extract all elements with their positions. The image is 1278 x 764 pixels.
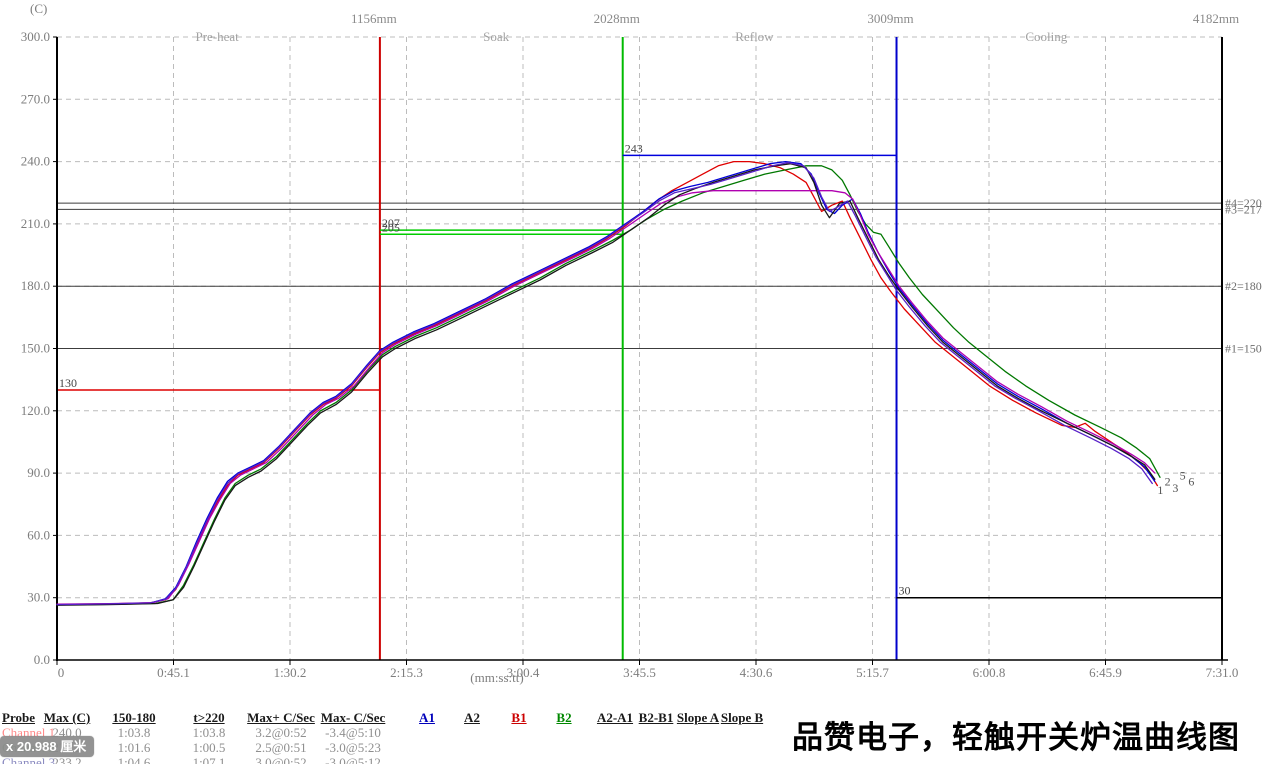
stats-header-150-180[interactable]: 150-180	[112, 710, 156, 725]
curve-end-label: 6	[1188, 475, 1194, 489]
curve-end-label: 1	[1157, 483, 1163, 497]
reference-line-label: 243	[625, 141, 643, 155]
stats-header-max-c-sec[interactable]: Max+ C/Sec	[247, 710, 315, 725]
stats-cell: -3.0@5:23	[325, 740, 381, 755]
x-tick-label: 0	[58, 665, 65, 680]
y-tick-label: 210.0	[21, 216, 50, 231]
stats-header-b2[interactable]: B2	[556, 710, 572, 725]
marker-line-label: #3=217	[1225, 202, 1262, 216]
stats-cell: 1:03.8	[192, 725, 226, 740]
stats-cell: 1:01.6	[117, 740, 151, 755]
report-title: 品赞电子，轻触开关炉温曲线图	[792, 720, 1240, 755]
y-tick-label: 0.0	[34, 652, 50, 667]
x-tick-label: 1:30.2	[274, 665, 307, 680]
curve-end-label: 2	[1165, 475, 1171, 489]
stats-header-b1[interactable]: B1	[511, 710, 527, 725]
zone-boundary-label: 3009mm	[867, 11, 913, 26]
x-tick-label: 3:00.4	[507, 665, 540, 680]
y-tick-label: 300.0	[21, 29, 50, 44]
reference-line-label: 30	[899, 584, 911, 598]
marker-line-label: #2=180	[1225, 279, 1262, 293]
stats-header-max-c-sec[interactable]: Max- C/Sec	[320, 710, 386, 725]
x-axis-unit: (mm:ss:tt)	[470, 670, 523, 685]
curve-end-label: 3	[1172, 481, 1178, 495]
stats-row-probe: Channel 3	[2, 755, 56, 764]
stats-cell: -3.0@5:12	[325, 755, 381, 764]
stats-header-slope-b[interactable]: Slope B	[720, 710, 764, 725]
stats-header-a1[interactable]: A1	[419, 710, 435, 725]
x-tick-label: 5:15.7	[856, 665, 889, 680]
stats-cell: 3.2@0:52	[255, 725, 307, 740]
cursor-tooltip: x 20.988 厘米	[0, 736, 95, 757]
zone-label: Reflow	[735, 29, 774, 44]
marker-line-label: #1=150	[1225, 342, 1262, 356]
stats-header-a2-a1[interactable]: A2-A1	[596, 710, 634, 725]
curve-channel-4	[56, 190, 1156, 605]
x-tick-label: 6:45.9	[1089, 665, 1122, 680]
curve-channel-2	[56, 165, 1161, 606]
y-tick-label: 150.0	[21, 341, 50, 356]
stats-header-max-c-[interactable]: Max (C)	[43, 710, 91, 725]
stats-cell: 1:07.1	[192, 755, 226, 764]
y-tick-label: 60.0	[27, 527, 50, 542]
stats-cell: 1:04.6	[117, 755, 151, 764]
y-tick-label: 180.0	[21, 278, 50, 293]
stats-header-slope-a[interactable]: Slope A	[676, 710, 720, 725]
stats-cell: 3.0@0:52	[255, 755, 307, 764]
y-tick-label: 240.0	[21, 154, 50, 169]
marker-line-label: #4=220	[1225, 196, 1262, 210]
reference-line-label: 130	[59, 376, 77, 390]
reference-line-label: 205	[382, 220, 400, 234]
reference-line-label: 207	[382, 216, 400, 230]
stats-cell: 2.5@0:51	[255, 740, 307, 755]
x-tick-label: 0:45.1	[157, 665, 190, 680]
x-tick-label: 3:45.5	[623, 665, 656, 680]
y-tick-label: 90.0	[27, 465, 50, 480]
curve-channel-6	[56, 161, 1153, 606]
zone-label: Soak	[483, 29, 510, 44]
curve-channel-3	[56, 160, 1156, 606]
curve-channel-1	[56, 160, 1159, 605]
stats-header-t-220[interactable]: t>220	[193, 710, 225, 725]
x-tick-label: 7:31.0	[1206, 665, 1239, 680]
y-tick-label: 120.0	[21, 403, 50, 418]
zone-label: Pre-heat	[195, 29, 239, 44]
zone-boundary-label: 2028mm	[594, 11, 640, 26]
stats-header-probe[interactable]: Probe	[2, 710, 35, 725]
y-tick-label: 30.0	[27, 590, 50, 605]
x-tick-label: 4:30.6	[740, 665, 773, 680]
stats-header-b2-b1[interactable]: B2-B1	[638, 710, 674, 725]
zone-boundary-label: 1156mm	[351, 11, 397, 26]
x-tick-label: 6:00.8	[973, 665, 1006, 680]
stats-header-a2[interactable]: A2	[464, 710, 480, 725]
y-tick-label: 270.0	[21, 91, 50, 106]
stats-cell: 233.2	[52, 755, 82, 764]
y-axis-unit: (C)	[30, 1, 47, 16]
curve-channel-5	[56, 163, 1156, 606]
zone-boundary-label: 4182mm	[1193, 11, 1239, 26]
curve-end-label: 5	[1180, 468, 1186, 482]
temperature-profile-chart: 0.0 30.0 60.0 90.0 120.0 150.0 180.0 210.0 240.0…	[21, 1, 1262, 685]
stats-cell: 1:03.8	[117, 725, 151, 740]
zone-label: Cooling	[1025, 29, 1067, 44]
stats-cell: -3.4@5:10	[325, 725, 381, 740]
stats-cell: 1:00.5	[192, 740, 226, 755]
chart-canvas: 0.0 30.0 60.0 90.0 120.0 150.0 180.0 210.0 240.0…	[21, 1, 1262, 685]
x-tick-label: 2:15.3	[390, 665, 423, 680]
